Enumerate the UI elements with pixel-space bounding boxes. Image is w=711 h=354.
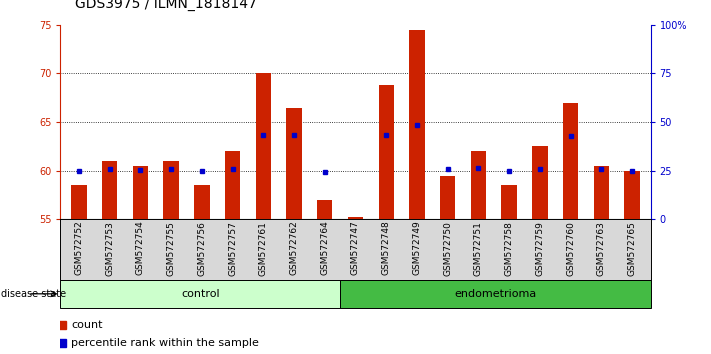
- Bar: [378, 85, 394, 219]
- Bar: [410, 30, 424, 219]
- Bar: [471, 152, 486, 219]
- Text: GSM572753: GSM572753: [105, 221, 114, 275]
- Text: GSM572754: GSM572754: [136, 221, 145, 275]
- Bar: [102, 161, 117, 219]
- Text: disease state: disease state: [1, 289, 66, 299]
- Bar: [533, 147, 547, 219]
- Text: GSM572752: GSM572752: [75, 221, 83, 275]
- Text: GSM572761: GSM572761: [259, 221, 268, 275]
- Bar: [164, 161, 178, 219]
- Bar: [594, 166, 609, 219]
- Bar: [624, 171, 640, 219]
- Bar: [563, 103, 578, 219]
- Text: GSM572755: GSM572755: [166, 221, 176, 275]
- Bar: [133, 166, 148, 219]
- Bar: [225, 152, 240, 219]
- Text: GSM572750: GSM572750: [443, 221, 452, 275]
- Text: GSM572760: GSM572760: [566, 221, 575, 275]
- Bar: [348, 217, 363, 219]
- Text: GSM572758: GSM572758: [505, 221, 513, 275]
- Text: endometrioma: endometrioma: [454, 289, 536, 299]
- Text: GSM572747: GSM572747: [351, 221, 360, 275]
- Bar: [440, 176, 455, 219]
- Text: GSM572764: GSM572764: [320, 221, 329, 275]
- Text: control: control: [181, 289, 220, 299]
- Text: percentile rank within the sample: percentile rank within the sample: [71, 338, 259, 348]
- Bar: [501, 185, 517, 219]
- Bar: [60, 280, 340, 308]
- Bar: [194, 185, 210, 219]
- Text: GSM572763: GSM572763: [597, 221, 606, 275]
- Text: GSM572765: GSM572765: [628, 221, 636, 275]
- Text: GSM572756: GSM572756: [198, 221, 206, 275]
- Bar: [317, 200, 333, 219]
- Text: count: count: [71, 320, 102, 330]
- Text: GDS3975 / ILMN_1818147: GDS3975 / ILMN_1818147: [75, 0, 257, 11]
- Bar: [287, 108, 301, 219]
- Text: GSM572759: GSM572759: [535, 221, 545, 275]
- Bar: [340, 280, 651, 308]
- Bar: [71, 185, 87, 219]
- Text: GSM572751: GSM572751: [474, 221, 483, 275]
- Text: GSM572757: GSM572757: [228, 221, 237, 275]
- Text: GSM572762: GSM572762: [289, 221, 299, 275]
- Text: GSM572749: GSM572749: [412, 221, 422, 275]
- Bar: [256, 74, 271, 219]
- Text: GSM572748: GSM572748: [382, 221, 391, 275]
